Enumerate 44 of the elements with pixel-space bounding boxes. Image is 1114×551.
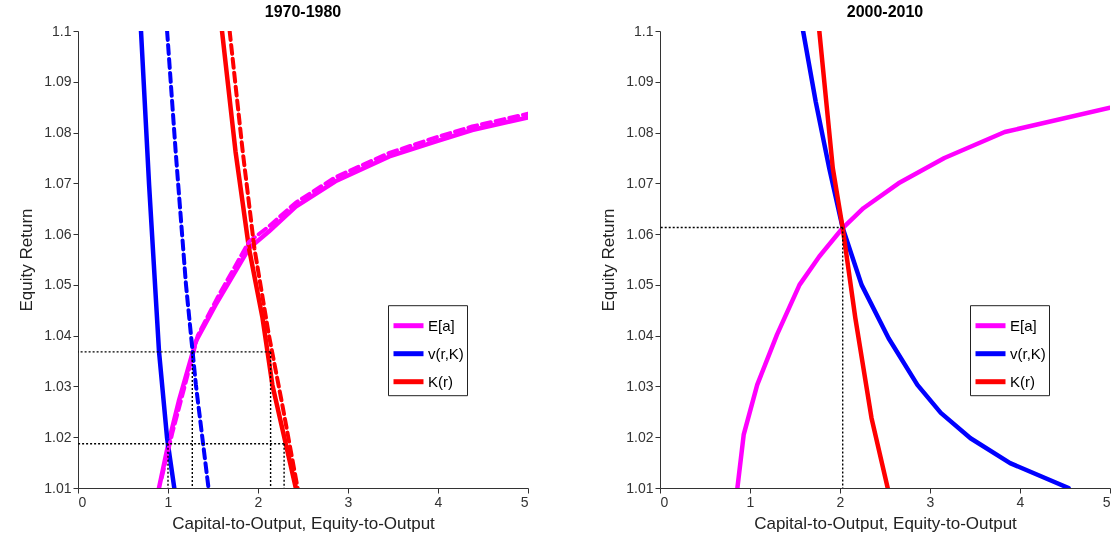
legend-label: E[a]: [1010, 316, 1037, 334]
x-tick-label: 5: [1102, 493, 1111, 510]
x-tick-label: 4: [434, 493, 443, 510]
y-tick-label: 1.05: [626, 276, 654, 293]
y-tick-label: 1.03: [626, 377, 654, 394]
y-tick-label: 1.07: [44, 174, 72, 191]
y-tick-label: 1.03: [44, 377, 72, 394]
y-axis-title: Equity Return: [599, 208, 619, 312]
x-tick-label: 2: [836, 493, 845, 510]
y-tick-label: 1.08: [44, 124, 72, 141]
x-axis-title: Capital-to-Output, Equity-to-Output: [172, 513, 436, 533]
legend-label: K(r): [428, 372, 453, 390]
y-tick-label: 1.01: [626, 479, 654, 496]
chart-title: 2000-2010: [846, 3, 924, 20]
legend-label: E[a]: [428, 316, 455, 334]
y-tick-label: 1.09: [44, 73, 72, 90]
y-tick-label: 1.1: [634, 22, 654, 39]
x-tick-label: 0: [78, 493, 87, 510]
x-tick-label: 3: [926, 493, 935, 510]
legend-label: v(r,K): [1010, 344, 1046, 362]
y-tick-label: 1.07: [626, 174, 654, 191]
y-tick-label: 1.05: [44, 276, 72, 293]
y-tick-label: 1.06: [44, 225, 72, 242]
y-tick-label: 1.02: [626, 428, 654, 445]
x-tick-label: 4: [1016, 493, 1025, 510]
y-tick-label: 1.04: [626, 327, 654, 344]
y-tick-label: 1.1: [52, 22, 72, 39]
x-tick-label: 5: [520, 493, 529, 510]
y-tick-label: 1.06: [626, 225, 654, 242]
legend-label: K(r): [1010, 372, 1035, 390]
y-tick-label: 1.09: [626, 73, 654, 90]
y-tick-label: 1.04: [44, 327, 72, 344]
x-axis-title: Capital-to-Output, Equity-to-Output: [754, 513, 1018, 533]
legend-label: v(r,K): [428, 344, 464, 362]
x-tick-label: 1: [164, 493, 173, 510]
x-tick-label: 2: [254, 493, 263, 510]
x-tick-label: 3: [344, 493, 353, 510]
y-tick-label: 1.02: [44, 428, 72, 445]
x-tick-label: 0: [660, 493, 669, 510]
y-tick-label: 1.01: [44, 479, 72, 496]
y-axis-title: Equity Return: [17, 208, 37, 312]
x-tick-label: 1: [746, 493, 755, 510]
y-tick-label: 1.08: [626, 124, 654, 141]
chart-title: 1970-1980: [264, 3, 342, 20]
